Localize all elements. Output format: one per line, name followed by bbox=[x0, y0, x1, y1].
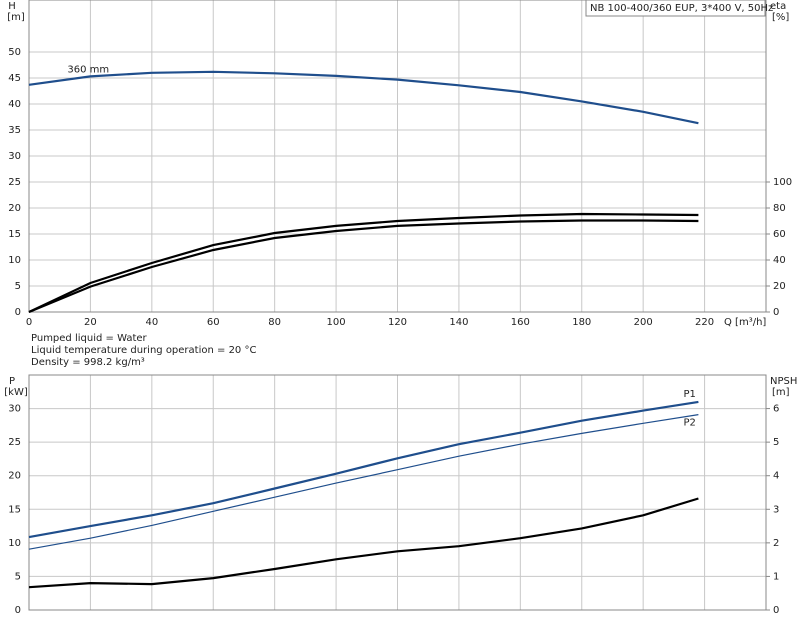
y-tick-label: 10 bbox=[8, 538, 21, 549]
y2-axis-unit: [%] bbox=[772, 12, 789, 23]
y2-axis-unit: [m] bbox=[772, 387, 790, 398]
y-tick-label: 5 bbox=[15, 571, 21, 582]
y-tick-label: 30 bbox=[8, 404, 21, 415]
y-tick-label: 25 bbox=[8, 437, 21, 448]
y2-tick-label: 4 bbox=[773, 471, 779, 482]
y-tick-label: 30 bbox=[8, 151, 21, 162]
y2-tick-label: 3 bbox=[773, 504, 779, 515]
y2-tick-label: 40 bbox=[773, 255, 786, 266]
y-tick-label: 0 bbox=[15, 307, 21, 318]
y2-tick-label: 100 bbox=[773, 177, 792, 188]
y-axis-unit: [kW] bbox=[4, 387, 28, 398]
x-tick-label: 0 bbox=[26, 317, 32, 328]
x-tick-label: 80 bbox=[268, 317, 281, 328]
y2-tick-label: 2 bbox=[773, 538, 779, 549]
curve bbox=[28, 400, 699, 539]
y-tick-label: 45 bbox=[8, 73, 21, 84]
x-tick-label: 120 bbox=[388, 317, 407, 328]
y-tick-label: 20 bbox=[8, 203, 21, 214]
title-box bbox=[585, 0, 766, 17]
x-axis-label: Q [m³/h] bbox=[724, 317, 766, 328]
chart-title: NB 100-400/360 EUP, 3*400 V, 50Hz bbox=[590, 3, 773, 14]
x-tick-label: 60 bbox=[207, 317, 220, 328]
x-tick-label: 200 bbox=[634, 317, 653, 328]
y2-tick-label: 0 bbox=[773, 605, 779, 616]
y2-tick-label: 0 bbox=[773, 307, 779, 318]
note: Pumped liquid = Water bbox=[31, 333, 148, 344]
y-tick-label: 15 bbox=[8, 229, 21, 240]
x-tick-label: 160 bbox=[511, 317, 530, 328]
y2-tick-label: 20 bbox=[773, 281, 786, 292]
y2-axis-label: NPSH bbox=[770, 376, 797, 387]
y2-tick-label: 5 bbox=[773, 437, 779, 448]
y-tick-label: 40 bbox=[8, 99, 21, 110]
x-tick-label: 180 bbox=[572, 317, 591, 328]
curve bbox=[28, 497, 699, 589]
curve bbox=[28, 414, 699, 550]
y2-axis-label: eta bbox=[770, 1, 786, 12]
y-axis-label: H bbox=[8, 1, 16, 12]
y-axis-label: P bbox=[9, 376, 15, 387]
y-tick-label: 10 bbox=[8, 255, 21, 266]
plot-frame bbox=[28, 374, 767, 611]
y-tick-label: 0 bbox=[15, 605, 21, 616]
y-tick-label: 20 bbox=[8, 471, 21, 482]
series-label: 360 mm bbox=[67, 64, 109, 75]
y2-tick-label: 1 bbox=[773, 571, 779, 582]
curve bbox=[28, 70, 699, 125]
series-label: P1 bbox=[683, 389, 695, 400]
y-tick-label: 5 bbox=[15, 281, 21, 292]
y2-tick-label: 6 bbox=[773, 404, 779, 415]
x-tick-label: 40 bbox=[145, 317, 158, 328]
y-tick-label: 50 bbox=[8, 47, 21, 58]
x-tick-label: 140 bbox=[449, 317, 468, 328]
y2-tick-label: 60 bbox=[773, 229, 786, 240]
curve bbox=[28, 219, 699, 314]
y2-tick-label: 80 bbox=[773, 203, 786, 214]
note: Liquid temperature during operation = 20… bbox=[31, 345, 256, 356]
y-tick-label: 25 bbox=[8, 177, 21, 188]
y-axis-unit: [m] bbox=[7, 12, 25, 23]
curve bbox=[28, 212, 699, 313]
x-tick-label: 20 bbox=[84, 317, 97, 328]
y-tick-label: 35 bbox=[8, 125, 21, 136]
y-tick-label: 15 bbox=[8, 504, 21, 515]
plot-frame bbox=[28, 0, 767, 313]
x-tick-label: 100 bbox=[327, 317, 346, 328]
note: Density = 998.2 kg/m³ bbox=[31, 357, 145, 368]
series-label: P2 bbox=[683, 418, 695, 429]
x-tick-label: 220 bbox=[695, 317, 714, 328]
